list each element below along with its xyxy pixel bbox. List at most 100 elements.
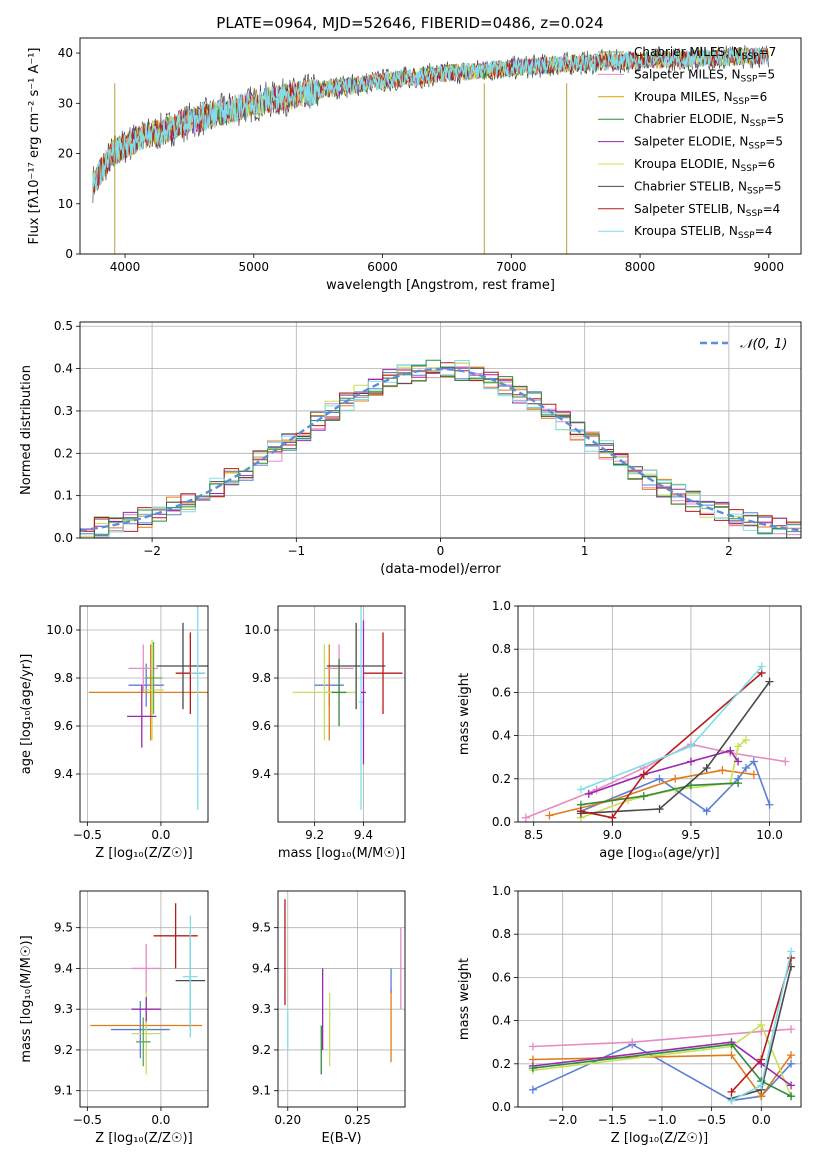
- axes-frame: [79, 890, 209, 1108]
- series-marker: [628, 1038, 637, 1047]
- y-tick-label: 40: [58, 46, 73, 60]
- y-tick-label: 20: [58, 147, 73, 161]
- legend-label-sub: SSP: [742, 52, 759, 62]
- legend-label-tail: =7: [759, 45, 777, 59]
- legend-label-base: Kroupa STELIB, N: [634, 224, 738, 238]
- y-tick-label: 0.0: [54, 531, 73, 545]
- histogram-step: [80, 359, 801, 538]
- series-marker: [727, 1040, 736, 1049]
- legend-label-tail: =4: [755, 224, 773, 238]
- x-tick-label: −1.0: [647, 1113, 676, 1127]
- y-tick-label: 0: [65, 247, 73, 261]
- legend-label-base: Kroupa MILES, N: [634, 90, 733, 104]
- series-marker: [671, 774, 680, 783]
- y-tick-label: 9.4: [54, 961, 73, 975]
- y-tick-label: 9.6: [54, 719, 73, 733]
- series-marker: [545, 811, 554, 820]
- y-tick-label: 0.8: [492, 927, 511, 941]
- plot-area: [528, 947, 796, 1105]
- axes-frame: [277, 605, 406, 823]
- spectrum-line: [92, 47, 770, 191]
- series-marker: [686, 742, 695, 751]
- legend-label-tail: =5: [764, 179, 782, 193]
- legend-label-sub: SSP: [741, 74, 758, 84]
- x-tick-label: 8.5: [524, 828, 543, 842]
- y-tick-label: 9.2: [252, 1043, 271, 1057]
- y-axis-label: mass weight: [457, 673, 472, 755]
- y-tick-label: 9.5: [54, 921, 73, 935]
- y-tick-label: 0.2: [54, 446, 73, 460]
- histogram-step: [80, 360, 801, 538]
- x-tick-label: −0.5: [697, 1113, 726, 1127]
- series-marker: [741, 764, 750, 772]
- y-tick-label: 1.0: [492, 884, 511, 898]
- y-tick-label: 1.0: [492, 599, 511, 613]
- legend-label-base: Chabrier ELODIE, N: [634, 112, 750, 126]
- plot-area: [292, 606, 403, 810]
- y-tick-label: 9.8: [54, 671, 73, 685]
- y-tick-label: 9.1: [252, 1084, 271, 1098]
- plot-area: [521, 662, 790, 822]
- x-tick-label: 0.20: [274, 1113, 301, 1127]
- series-line: [580, 681, 771, 815]
- series-marker: [639, 770, 648, 779]
- series-marker: [787, 1081, 796, 1090]
- series-marker: [702, 764, 711, 772]
- x-axis-label: mass [log₁₀(M/M☉)]: [278, 846, 405, 861]
- series-marker: [528, 1064, 537, 1073]
- panel-mass_vs_ebv: 0.20 0.25 9.1 9.2 9.3 9.4 9.5 E(B-V): [252, 890, 406, 1146]
- series-line: [580, 672, 763, 819]
- series-marker: [741, 735, 750, 744]
- legend-label: Chabrier MILES, NSSP=7: [634, 45, 776, 62]
- y-tick-label: 0.4: [492, 729, 511, 743]
- series-marker: [765, 677, 774, 686]
- series-marker: [757, 1020, 766, 1029]
- legend-label-base: Chabrier STELIB, N: [634, 179, 747, 193]
- series-marker: [655, 805, 664, 814]
- series-marker: [521, 813, 530, 822]
- series-marker: [787, 1092, 796, 1101]
- legend-label-base: Salpeter ELODIE, N: [634, 135, 748, 149]
- legend-label: Kroupa MILES, NSSP=6: [634, 90, 767, 107]
- series-marker: [787, 1051, 796, 1060]
- y-tick-label: 0.5: [54, 319, 73, 333]
- legend-label-sub: SSP: [748, 142, 765, 152]
- axes-frame: [79, 605, 209, 823]
- y-tick-label: 0.1: [54, 489, 73, 503]
- x-tick-label: 0.0: [752, 1113, 771, 1127]
- x-tick-label: 9.4: [354, 828, 373, 842]
- x-tick-label: 6000: [367, 260, 398, 274]
- series-marker: [787, 1059, 796, 1068]
- legend-label: Kroupa ELODIE, NSSP=6: [634, 157, 775, 174]
- series-marker: [734, 742, 743, 751]
- x-tick-label: 9000: [754, 260, 785, 274]
- y-tick-label: 9.4: [252, 767, 271, 781]
- y-axis-label: mass [log₁₀(M/M☉)]: [19, 935, 34, 1062]
- legend-label: Salpeter STELIB, NSSP=4: [634, 202, 780, 219]
- y-axis-label: mass weight: [457, 958, 472, 1040]
- legend-label: Chabrier ELODIE, NSSP=5: [634, 112, 784, 129]
- series-marker: [686, 757, 695, 766]
- legend-label-sub: SSP: [746, 209, 763, 219]
- series-marker: [757, 662, 766, 671]
- legend-label: 𝒩(0, 1): [740, 337, 787, 352]
- x-tick-label: 5000: [239, 260, 270, 274]
- x-tick-label: 9.5: [681, 828, 700, 842]
- y-tick-label: 0.2: [492, 772, 511, 786]
- legend-label-tail: =6: [750, 90, 768, 104]
- x-tick-label: 2: [725, 544, 733, 558]
- x-tick-label: −2.0: [548, 1113, 577, 1127]
- legend-label: Kroupa STELIB, NSSP=4: [634, 224, 772, 241]
- legend-label-base: Salpeter MILES, N: [634, 67, 741, 81]
- series-marker: [608, 813, 617, 822]
- series-marker: [528, 1085, 537, 1094]
- y-tick-label: 0.4: [492, 1014, 511, 1028]
- series-marker: [787, 947, 796, 956]
- y-tick-label: 30: [58, 96, 73, 110]
- y-tick-label: 0.0: [492, 1100, 511, 1114]
- y-tick-label: 10: [58, 197, 73, 211]
- x-tick-label: −1.5: [598, 1113, 627, 1127]
- panel-mass_weight_vs_Z: −2.0 −1.5 −1.0 −0.5 0.0 0.0 0.2 0.4 0.6 0.8 1.0 Z […: [457, 884, 802, 1146]
- series-line: [580, 739, 747, 819]
